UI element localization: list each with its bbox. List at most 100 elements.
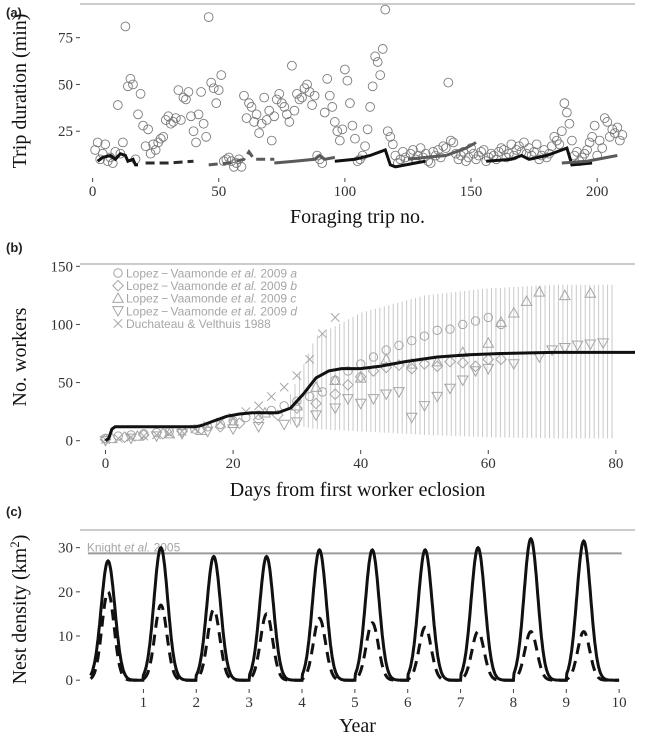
panel-a-y-axis-title: Trip duration (min): [9, 14, 31, 169]
panel-b-y-tick-label: 50: [58, 376, 73, 392]
worker-count-point: [533, 285, 546, 297]
trip-duration-point: [133, 109, 143, 120]
trip-duration-point: [279, 102, 290, 112]
trip-duration-point: [506, 139, 517, 150]
trip-duration-point: [365, 102, 375, 112]
legend-label-year: 2009: [257, 279, 290, 293]
trip-duration-point: [254, 128, 264, 138]
trip-duration-point: [496, 143, 507, 153]
worker-count-point: [558, 343, 571, 354]
trip-duration-point: [370, 51, 381, 62]
worker-count-point: [177, 426, 187, 436]
trip-duration-point: [213, 85, 224, 95]
trip-duration-point: [398, 146, 408, 157]
worker-count-point: [507, 306, 520, 318]
worker-count-point: [317, 329, 327, 339]
trip-duration-point: [367, 81, 378, 92]
model-trip-duration-line: [96, 151, 138, 167]
panel-a-y-tick-label: 50: [58, 77, 73, 93]
worker-count-point: [444, 355, 456, 368]
trip-duration-point: [239, 90, 249, 101]
worker-count-point: [368, 352, 379, 362]
worker-count-point: [456, 356, 469, 369]
trip-duration-point: [546, 141, 557, 152]
trip-duration-point: [208, 83, 219, 94]
trip-duration-point: [556, 126, 567, 137]
trip-duration-point: [615, 135, 625, 146]
worker-count-point: [113, 433, 123, 443]
worker-count-point: [494, 315, 508, 327]
worker-count-point: [113, 431, 123, 441]
worker-count-point: [266, 391, 276, 402]
trip-duration-point: [236, 161, 247, 172]
legend-entry: Lopez − Vaamonde et al. 2009 d: [111, 304, 297, 318]
worker-count-point: [456, 375, 469, 387]
worker-count-point: [405, 362, 418, 375]
legend-label: Duchateau & Velthuis 1988: [126, 317, 271, 331]
trip-duration-point: [304, 87, 315, 97]
worker-count-point: [597, 338, 610, 350]
panel-a-x-tick-label: 200: [586, 184, 609, 200]
superscript-2: 2: [7, 541, 22, 548]
trip-duration-point: [609, 128, 620, 138]
legend-marker: [112, 279, 124, 292]
trip-duration-point: [395, 154, 406, 165]
trip-duration-point: [123, 81, 133, 92]
trip-duration-point: [587, 131, 597, 142]
worker-count-point: [329, 374, 342, 385]
trip-duration-point: [604, 131, 615, 142]
trip-duration-point: [567, 135, 577, 146]
trip-duration-point: [319, 107, 330, 118]
reference-label-year: 2005: [150, 540, 180, 554]
trip-duration-point: [193, 109, 204, 120]
trip-duration-point: [211, 98, 222, 109]
worker-count-point: [392, 387, 406, 399]
trip-duration-point: [266, 135, 277, 146]
legend-marker: [111, 306, 125, 318]
panel-c-x-tick-label: 1: [140, 695, 148, 711]
panel-b-x-tick-label: 20: [226, 456, 241, 472]
panel-c-x-tick-label: 3: [245, 695, 253, 711]
trip-duration-point: [216, 70, 227, 80]
trip-duration-point: [118, 137, 128, 148]
worker-count-point: [343, 366, 353, 376]
trip-duration-point: [342, 75, 353, 86]
worker-count-point: [405, 357, 418, 369]
trip-duration-point: [476, 146, 486, 157]
nest-density-dashed-line: [89, 589, 620, 682]
nest-density-solid-line: [89, 536, 620, 682]
trip-duration-point: [612, 122, 623, 133]
trip-duration-point: [415, 143, 426, 153]
trip-duration-point: [292, 88, 302, 99]
trip-duration-point: [322, 73, 333, 84]
panel-a-x-tick-label: 50: [211, 184, 226, 200]
worker-count-point: [252, 413, 265, 426]
trip-duration-point: [597, 143, 608, 153]
trip-duration-point: [261, 115, 272, 125]
trip-duration-point: [564, 118, 575, 129]
worker-count-point: [367, 394, 380, 406]
panel-b-x-tick-label: 40: [353, 456, 368, 472]
trip-duration-point: [589, 120, 600, 131]
trip-duration-point: [324, 90, 335, 101]
worker-count-point: [330, 312, 340, 323]
panel-c-x-tick-label: 8: [510, 695, 518, 711]
trip-duration-point: [196, 87, 206, 97]
worker-count-point: [482, 336, 495, 348]
trip-duration-point: [468, 148, 479, 159]
trip-duration-point: [519, 137, 529, 148]
legend-label-year: 2009: [257, 292, 290, 306]
panel-a-label: (a): [6, 5, 22, 20]
worker-count-point: [292, 371, 302, 381]
worker-count-point: [227, 424, 240, 436]
trip-duration-point: [531, 139, 542, 150]
trip-duration-point: [181, 94, 191, 105]
worker-count-point: [164, 429, 174, 439]
worker-count-point: [254, 401, 264, 411]
trip-duration-point: [554, 139, 565, 150]
trip-duration-point: [438, 141, 449, 152]
worker-count-point: [253, 410, 264, 420]
worker-count-point: [482, 363, 495, 375]
panel-b-x-tick-label: 0: [102, 456, 110, 472]
trip-duration-point: [372, 57, 383, 67]
